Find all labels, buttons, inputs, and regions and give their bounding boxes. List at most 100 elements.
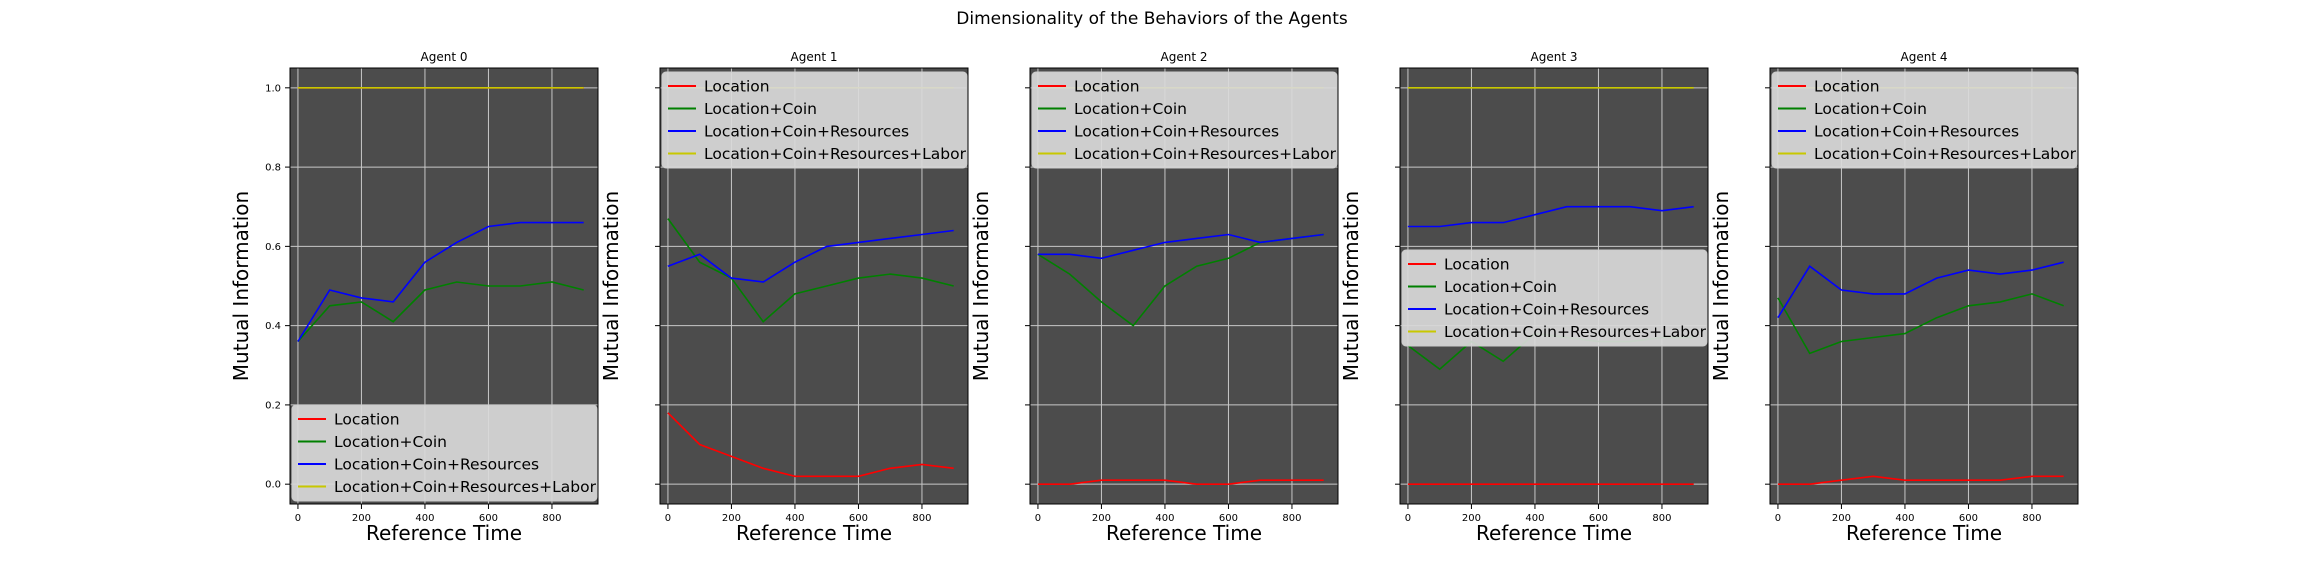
legend-label: Location [1444, 256, 1510, 274]
legend-label: Location+Coin [1444, 278, 1557, 296]
x-tick-label: 800 [2022, 513, 2041, 524]
legend: Location Location+Coin Location+Coin+Resou… [1401, 249, 1708, 347]
panels: 0 200 400 600 800 0.0 0.2 0.4 0.6 0.8 1.0 Agent 0 Re… [229, 50, 2079, 545]
y-tick-label: 1.0 [265, 83, 281, 94]
axes-frame [1399, 67, 1709, 505]
legend-label: Location+Coin+Resources+Labor [704, 145, 967, 163]
x-tick-label: 400 [1525, 513, 1544, 524]
y-tick-label: 0.2 [265, 400, 281, 411]
x-tick-label: 400 [1155, 513, 1174, 524]
y-tick-label: 0.8 [265, 163, 281, 174]
x-tick-label: 400 [415, 513, 434, 524]
series-line-2 [1037, 233, 1324, 260]
legend-label: Location+Coin+Resources [1074, 123, 1279, 141]
x-tick-label: 600 [1959, 513, 1978, 524]
legend-label: Location+Coin+Resources [1814, 123, 2019, 141]
legend-label: Location [704, 78, 770, 96]
series-line-2 [1777, 261, 2064, 319]
legend-label: Location+Coin+Resources+Labor [1444, 323, 1707, 341]
x-tick-label: 600 [1219, 513, 1238, 524]
series-line-0 [667, 412, 954, 478]
series-line-1 [1777, 293, 2064, 355]
series-line-2 [1407, 205, 1694, 228]
x-tick-label: 0 [1035, 513, 1041, 524]
chart-title: Agent 2 [1161, 50, 1208, 64]
x-axis-label: Reference Time [1846, 521, 2002, 545]
axes-frame [659, 67, 969, 505]
x-tick-label: 800 [912, 513, 931, 524]
legend-label: Location+Coin+Resources [704, 123, 909, 141]
x-axis-label: Reference Time [366, 521, 522, 545]
legend-label: Location [334, 411, 400, 429]
x-tick-label: 800 [542, 513, 561, 524]
y-tick-label: 0.6 [265, 242, 281, 253]
legend-label: Location+Coin [334, 433, 447, 451]
x-tick-label: 200 [352, 513, 371, 524]
y-axis-label: Mutual Information [229, 191, 253, 381]
x-tick-label: 600 [849, 513, 868, 524]
axes-frame [1769, 67, 2079, 505]
x-tick-label: 0 [1405, 513, 1411, 524]
y-tick-label: 0.0 [265, 480, 281, 491]
legend-label: Location+Coin [1814, 100, 1927, 118]
chart-title: Agent 0 [421, 50, 468, 64]
legend-box [661, 71, 968, 169]
x-tick-label: 600 [479, 513, 498, 524]
series-line-2 [667, 229, 954, 283]
legend-box [1401, 249, 1708, 347]
axes-frame [289, 67, 599, 505]
y-axis-label: Mutual Information [599, 191, 623, 381]
legend: Location Location+Coin Location+Coin+Resou… [1771, 71, 2078, 169]
legend: Location Location+Coin Location+Coin+Resou… [661, 71, 968, 169]
x-tick-label: 400 [1895, 513, 1914, 524]
legend-box [1031, 71, 1338, 169]
x-axis-label: Reference Time [1106, 521, 1262, 545]
x-tick-label: 0 [665, 513, 671, 524]
x-axis-label: Reference Time [1476, 521, 1632, 545]
series-line-0 [1037, 479, 1324, 486]
x-tick-label: 200 [1462, 513, 1481, 524]
x-tick-label: 400 [785, 513, 804, 524]
y-tick-label: 0.4 [265, 321, 281, 332]
legend-label: Location+Coin [704, 100, 817, 118]
legend-label: Location+Coin+Resources+Labor [334, 478, 597, 496]
chart-panel-1: 0 200 400 600 800 Agent 1 Reference Time Mutual… [599, 50, 969, 545]
x-tick-label: 0 [295, 513, 301, 524]
chart-panel-3: 0 200 400 600 800 Agent 3 Reference Time Mutual… [1339, 50, 1709, 545]
figure-title: Dimensionality of the Behaviors of the A… [956, 9, 1348, 29]
legend: Location Location+Coin Location+Coin+Resou… [291, 404, 598, 502]
chart-panel-0: 0 200 400 600 800 0.0 0.2 0.4 0.6 0.8 1.0 Agent 0 Re… [229, 50, 599, 545]
x-tick-label: 800 [1282, 513, 1301, 524]
legend-box [1771, 71, 2078, 169]
x-tick-label: 200 [1092, 513, 1111, 524]
legend-label: Location+Coin [1074, 100, 1187, 118]
x-tick-label: 200 [1832, 513, 1851, 524]
series-line-1 [667, 218, 954, 323]
legend-label: Location [1814, 78, 1880, 96]
x-tick-label: 600 [1589, 513, 1608, 524]
x-tick-label: 800 [1652, 513, 1671, 524]
x-tick-label: 200 [722, 513, 741, 524]
y-axis-label: Mutual Information [1339, 191, 1363, 381]
axes-frame [1029, 67, 1339, 505]
legend-label: Location+Coin+Resources [334, 456, 539, 474]
legend-label: Location+Coin+Resources [1444, 301, 1649, 319]
y-axis-label: Mutual Information [969, 191, 993, 381]
chart-panel-4: 0 200 400 600 800 Agent 4 Reference Time Mutual… [1709, 50, 2079, 545]
chart-title: Agent 3 [1531, 50, 1578, 64]
legend: Location Location+Coin Location+Coin+Resou… [1031, 71, 1338, 169]
x-tick-label: 0 [1775, 513, 1781, 524]
x-axis-label: Reference Time [736, 521, 892, 545]
legend-label: Location+Coin+Resources+Labor [1814, 145, 2077, 163]
chart-title: Agent 1 [791, 50, 838, 64]
chart-panel-2: 0 200 400 600 800 Agent 2 Reference Time Mutual… [969, 50, 1339, 545]
series-line-2 [297, 221, 584, 342]
y-axis-label: Mutual Information [1709, 191, 1733, 381]
legend-label: Location [1074, 78, 1140, 96]
legend-box [291, 404, 598, 502]
series-line-1 [297, 281, 584, 343]
chart-title: Agent 4 [1901, 50, 1948, 64]
legend-label: Location+Coin+Resources+Labor [1074, 145, 1337, 163]
series-line-0 [1777, 475, 2064, 486]
